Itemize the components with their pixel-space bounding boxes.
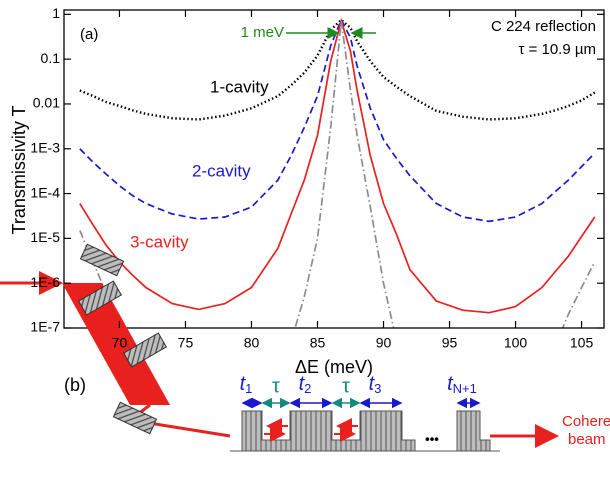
panel-label: (b)	[64, 375, 86, 395]
y-tick-label: 1E-7	[30, 319, 60, 335]
x-tick-label: 75	[178, 335, 194, 351]
crystal	[112, 401, 158, 435]
ellipsis: •••	[425, 431, 439, 446]
series-line	[79, 20, 596, 328]
x-tick-label: 105	[570, 335, 594, 351]
y-tick-label: 0.1	[41, 50, 61, 66]
plot	[79, 17, 596, 328]
series-label: 1-cavity	[210, 77, 269, 96]
y-tick-label: 1	[52, 5, 60, 21]
pulse-train	[230, 410, 416, 452]
x-tick-label: 90	[376, 335, 392, 351]
series-label: 3-cavity	[130, 232, 189, 251]
plot-frame	[63, 9, 605, 329]
pulse-subscript: N+1	[453, 381, 477, 396]
series-line	[79, 18, 596, 121]
output-label: Coherent	[562, 413, 610, 430]
pulse-symbol: t	[240, 373, 247, 395]
panel-label: (a)	[80, 26, 98, 43]
pulse-subscript: 1	[245, 381, 252, 396]
pulse-labels: t1 t2 t3 tN+1	[240, 373, 477, 396]
pulse-symbol: t	[299, 373, 306, 395]
series-group	[79, 17, 596, 328]
y-tick-label: 1E-5	[30, 229, 60, 245]
x-axis-label: ΔE (meV)	[295, 357, 373, 377]
pulse-label: t2	[299, 373, 312, 396]
pulse-subscript: 2	[304, 381, 311, 396]
pulse-symbol: t	[369, 373, 376, 395]
x-tick-label: 80	[244, 335, 260, 351]
x-tick-label: 95	[442, 335, 458, 351]
pulse-label: t3	[369, 373, 382, 396]
x-tick-label: 70	[112, 335, 128, 351]
pulse-train	[448, 410, 491, 452]
y-tick-label: 1E-4	[30, 184, 60, 200]
series-line	[79, 17, 596, 314]
y-tick-label: 1E-6	[30, 274, 60, 290]
annotation: C 224 reflection	[491, 18, 596, 35]
gap-label: τ	[272, 375, 280, 397]
annotation: τ = 10.9 µm	[518, 41, 596, 58]
crystal	[77, 280, 123, 316]
gap-label: τ	[342, 375, 350, 397]
crystal	[79, 243, 125, 277]
y-tick-label: 1E-3	[30, 139, 60, 155]
crystal	[122, 332, 168, 368]
y-tick-label: 0.01	[33, 95, 60, 111]
pulse-symbol: t	[447, 373, 454, 395]
pulse-label: tN+1	[447, 373, 477, 396]
x-tick-label: 85	[310, 335, 326, 351]
series-label: 2-cavity	[192, 161, 251, 180]
pulse-subscript: 3	[374, 381, 381, 396]
output-label: beam	[568, 431, 606, 448]
y-axis-label: Transmissivity T	[9, 105, 29, 234]
pulse-label: t1	[240, 373, 253, 396]
x-tick-label: 100	[504, 335, 528, 351]
annotation: 1 meV	[241, 24, 284, 41]
